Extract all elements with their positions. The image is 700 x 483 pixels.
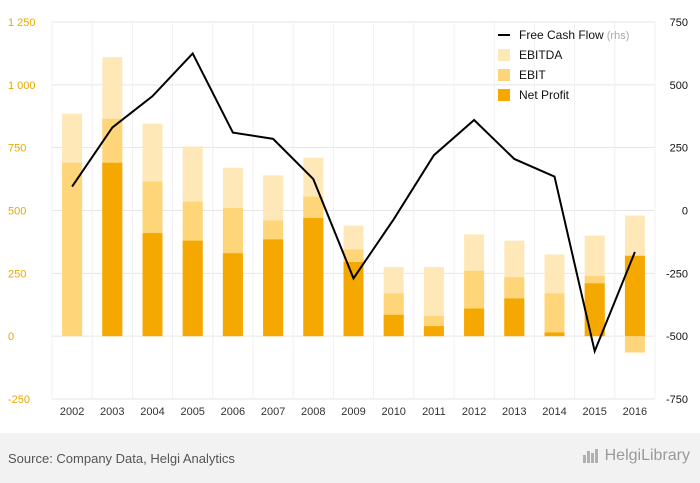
left-axis-tick-label: 750: [8, 143, 26, 155]
grid-lines: [51, 21, 656, 400]
bar-net-profit: [263, 239, 284, 337]
bar-net-profit: [383, 314, 404, 337]
x-axis-tick-label: 2002: [60, 406, 84, 418]
bars: [62, 57, 645, 353]
left-axis-tick-label: 1 000: [8, 80, 36, 92]
right-axis-tick-label: -250: [666, 268, 688, 280]
line-series: [71, 51, 636, 355]
right-axis-tick-label: -750: [666, 394, 688, 406]
bar-net-profit: [222, 253, 243, 337]
legend-label-text: Net Profit: [519, 88, 570, 102]
x-axis-tick-label: 2015: [582, 406, 606, 418]
left-axis-tick-label: -250: [8, 394, 30, 406]
bar-net-profit: [464, 308, 485, 337]
legend-swatch: [498, 69, 510, 81]
x-axis-tick-label: 2007: [261, 406, 285, 418]
x-axis-tick-label: 2008: [301, 406, 325, 418]
bar-ebit: [544, 293, 565, 337]
bar-net-profit: [624, 255, 645, 337]
x-axis: 2002 2003 2004 2005 2006 2007 2008 2009 2010 2011…: [60, 406, 647, 418]
x-axis-tick-label: 2014: [542, 406, 566, 418]
legend: Free Cash Flow (rhs) EBITDA EBIT Net Profit: [498, 28, 629, 102]
left-axis-tick-label: 1 250: [8, 17, 36, 29]
source-text: Source: Company Data, Helgi Analytics: [8, 451, 235, 466]
bar-net-profit: [504, 298, 525, 337]
right-axis: -750 -500 -250 0 250 500 750: [666, 17, 688, 406]
bar-net-profit: [182, 240, 203, 337]
x-axis-tick-label: 2009: [341, 406, 365, 418]
bar-ebit: [62, 162, 83, 337]
legend-label: Free Cash Flow (rhs): [519, 28, 629, 42]
legend-label-text: EBITDA: [519, 48, 562, 62]
bar-net-profit: [303, 218, 324, 337]
legend-label: Net Profit: [519, 88, 570, 102]
bar-net-profit: [102, 162, 123, 337]
x-axis-tick-label: 2005: [180, 406, 204, 418]
x-axis-tick-label: 2016: [623, 406, 647, 418]
left-axis: -250 0 250 500 750 1 000 1 250: [8, 17, 36, 406]
right-axis-tick-label: -500: [666, 331, 688, 343]
x-axis-tick-label: 2010: [381, 406, 405, 418]
bar-net-profit: [343, 262, 364, 337]
legend-label-suffix: (rhs): [604, 30, 630, 42]
right-axis-tick-label: 250: [670, 143, 688, 155]
logo-text: HelgiLibrary: [604, 447, 690, 464]
footer: Source: Company Data, Helgi Analytics He…: [0, 433, 700, 483]
right-axis-tick-label: 500: [670, 80, 688, 92]
right-axis-tick-label: 0: [682, 206, 688, 218]
helgi-library-logo[interactable]: HelgiLibrary: [582, 447, 690, 465]
right-axis-tick-label: 750: [670, 17, 688, 29]
x-axis-tick-label: 2012: [462, 406, 486, 418]
legend-swatch: [498, 49, 510, 61]
bar-net-profit: [544, 332, 565, 337]
left-axis-tick-label: 500: [8, 206, 26, 218]
legend-swatch: [498, 89, 510, 101]
legend-label: EBIT: [519, 68, 546, 82]
bar-net-profit: [142, 233, 163, 337]
left-axis-tick-label: 0: [8, 331, 14, 343]
left-axis-tick-label: 250: [8, 268, 26, 280]
legend-label-text: EBIT: [519, 68, 546, 82]
x-axis-tick-label: 2013: [502, 406, 526, 418]
x-axis-tick-label: 2003: [100, 406, 124, 418]
bar-net-profit: [584, 283, 605, 337]
line-free-cash-flow: [71, 51, 636, 355]
x-axis-tick-label: 2006: [221, 406, 245, 418]
x-axis-tick-label: 2004: [140, 406, 164, 418]
library-icon: [582, 449, 601, 463]
bar-ebit: [624, 336, 645, 353]
chart: -250 0 250 500 750 1 000 1 250 -750 -500 -250 0 25…: [8, 17, 688, 418]
bar-net-profit: [423, 326, 444, 337]
legend-label-text: Free Cash Flow: [519, 28, 604, 42]
x-axis-tick-label: 2011: [422, 406, 446, 418]
legend-label: EBITDA: [519, 48, 562, 62]
